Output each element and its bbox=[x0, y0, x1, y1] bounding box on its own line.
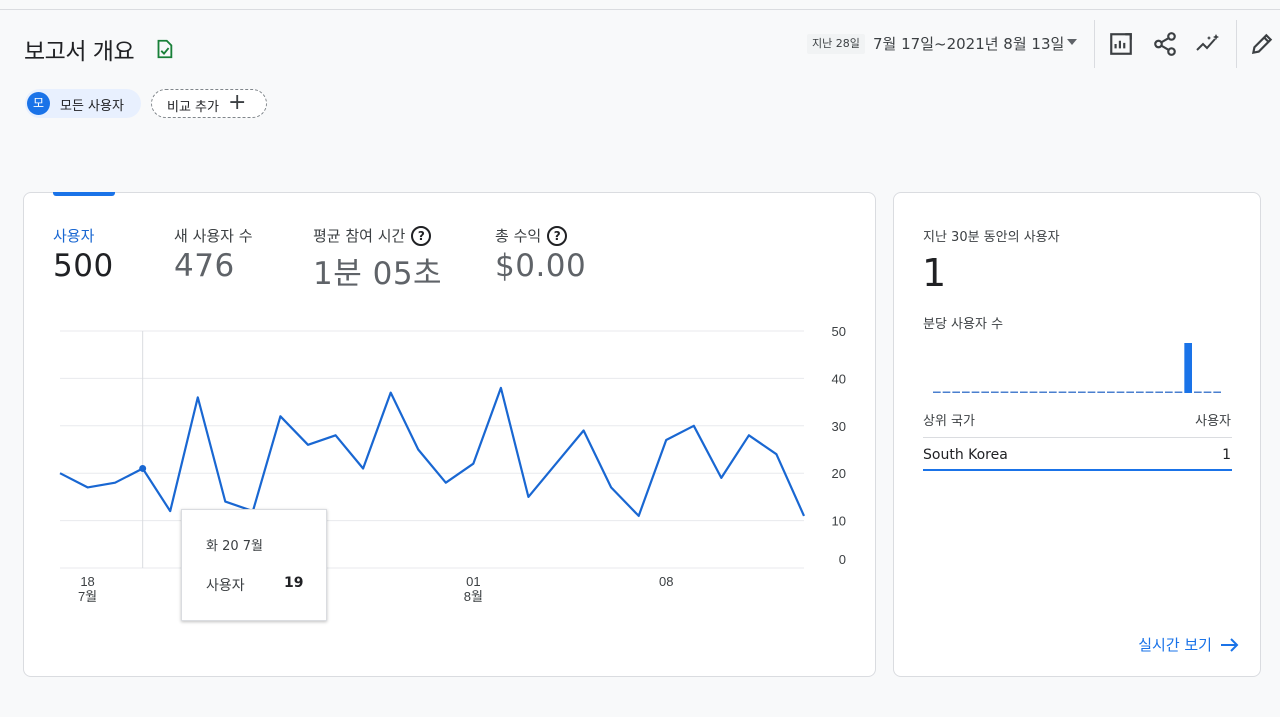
table-row-country: South Korea bbox=[923, 447, 1008, 463]
y-tick-label: 50 bbox=[832, 324, 846, 339]
per-minute-bar bbox=[1184, 343, 1192, 393]
per-minute-label: 분당 사용자 수 bbox=[923, 317, 1004, 332]
tooltip-date: 화 20 7월 bbox=[206, 539, 263, 554]
top-divider bbox=[0, 9, 1280, 10]
help-icon[interactable]: ? bbox=[547, 225, 568, 246]
add-comparison-button[interactable]: 비교 추가 + bbox=[151, 89, 267, 118]
y-tick-label: 20 bbox=[832, 466, 846, 481]
metric-tab-users[interactable]: 사용자 500 bbox=[53, 225, 114, 284]
x-tick-label: 01 bbox=[466, 574, 480, 589]
per-minute-bar bbox=[1107, 391, 1115, 393]
chevron-down-icon[interactable] bbox=[1067, 39, 1077, 45]
per-minute-bar bbox=[1165, 391, 1173, 393]
realtime-card: 지난 30분 동안의 사용자 1 분당 사용자 수 상위 국가 사용자 Sout… bbox=[893, 192, 1261, 677]
per-minute-bar bbox=[1068, 391, 1076, 393]
per-minute-bar bbox=[942, 391, 951, 393]
avatar: 모 bbox=[27, 92, 50, 115]
metric-label: 새 사용자 수 bbox=[174, 227, 253, 245]
x-tick-label: 18 bbox=[80, 574, 94, 589]
metric-value: 500 bbox=[53, 248, 114, 284]
all-users-chip[interactable]: 모 모든 사용자 bbox=[25, 89, 141, 118]
metric-tab-revenue[interactable]: 총 수익? $0.00 bbox=[495, 225, 586, 284]
active-metric-indicator bbox=[53, 192, 115, 196]
verified-report-icon[interactable] bbox=[153, 38, 175, 60]
metric-label: 총 수익? bbox=[495, 225, 586, 246]
metric-value: $0.00 bbox=[495, 248, 587, 284]
per-minute-bar bbox=[1116, 391, 1125, 393]
chart-tooltip: 화 20 7월 사용자 19 bbox=[181, 509, 327, 621]
per-minute-bar bbox=[1145, 391, 1154, 393]
y-tick-label: 10 bbox=[832, 514, 846, 529]
per-minute-bar bbox=[1039, 391, 1047, 393]
tooltip-label: 사용자 bbox=[206, 578, 245, 594]
customize-report-icon[interactable] bbox=[1108, 31, 1134, 57]
per-minute-bar bbox=[962, 391, 970, 393]
per-minute-bar bbox=[1010, 391, 1018, 393]
per-minute-bar bbox=[1097, 391, 1105, 393]
plus-icon: + bbox=[228, 90, 247, 115]
per-minute-bar bbox=[1058, 391, 1067, 393]
table-divider bbox=[923, 437, 1232, 438]
overview-card: 사용자 500 새 사용자 수 476 평균 참여 시간? 1분 05초 총 수… bbox=[23, 192, 876, 677]
metric-value: 1분 05초 bbox=[313, 256, 443, 292]
add-comparison-label: 비교 추가 bbox=[167, 100, 219, 115]
per-minute-bar bbox=[1213, 391, 1221, 393]
per-minute-bar bbox=[1155, 391, 1163, 393]
arrow-right-icon bbox=[1221, 637, 1239, 652]
metric-tab-new-users[interactable]: 새 사용자 수 476 bbox=[174, 225, 253, 284]
per-minute-bar bbox=[933, 391, 941, 393]
realtime-title: 지난 30분 동안의 사용자 bbox=[923, 230, 1060, 245]
table-row-users: 1 bbox=[1222, 447, 1231, 463]
table-header-users: 사용자 bbox=[1195, 414, 1231, 429]
per-minute-bar bbox=[1049, 391, 1057, 393]
per-minute-bar bbox=[1136, 391, 1144, 393]
divider bbox=[1236, 20, 1237, 68]
share-icon[interactable] bbox=[1152, 31, 1178, 57]
per-minute-bar bbox=[1203, 391, 1212, 393]
date-preset-chip: 지난 28일 bbox=[807, 34, 865, 54]
per-minute-bar bbox=[1194, 391, 1202, 393]
per-minute-bar bbox=[971, 391, 980, 393]
per-minute-bar bbox=[952, 391, 960, 393]
metric-value: 476 bbox=[174, 248, 235, 284]
per-minute-bar bbox=[1126, 391, 1134, 393]
per-minute-bar bbox=[991, 391, 999, 393]
per-minute-bar bbox=[1000, 391, 1009, 393]
divider bbox=[1094, 20, 1095, 68]
insights-icon[interactable] bbox=[1195, 31, 1221, 57]
per-minute-bar bbox=[981, 391, 989, 393]
table-row-bar bbox=[923, 469, 1232, 471]
x-tick-label: 08 bbox=[659, 574, 673, 589]
help-icon[interactable]: ? bbox=[411, 225, 432, 246]
per-minute-bar bbox=[1174, 391, 1183, 393]
tooltip-value: 19 bbox=[284, 575, 304, 591]
edit-icon[interactable] bbox=[1249, 31, 1275, 57]
per-minute-bar bbox=[1029, 391, 1038, 393]
metric-label: 평균 참여 시간? bbox=[313, 225, 442, 246]
metric-label: 사용자 bbox=[53, 227, 95, 245]
metric-tab-engagement-time[interactable]: 평균 참여 시간? 1분 05초 bbox=[313, 225, 442, 293]
view-realtime-label: 실시간 보기 bbox=[1138, 636, 1212, 654]
all-users-label: 모든 사용자 bbox=[60, 99, 124, 114]
table-header-country: 상위 국가 bbox=[923, 414, 975, 429]
x-tick-month-label: 8월 bbox=[464, 589, 483, 604]
view-realtime-link[interactable]: 실시간 보기 bbox=[1138, 634, 1240, 655]
series-line bbox=[59, 386, 806, 517]
y-tick-label: 0 bbox=[839, 552, 846, 567]
per-minute-bar bbox=[1087, 391, 1096, 393]
y-tick-label: 40 bbox=[832, 371, 846, 386]
highlight-point bbox=[139, 464, 147, 472]
per-minute-bar bbox=[1020, 391, 1028, 393]
per-minute-bar bbox=[1078, 391, 1086, 393]
realtime-user-count: 1 bbox=[922, 251, 947, 295]
page-title: 보고서 개요 bbox=[24, 39, 135, 65]
y-tick-label: 30 bbox=[832, 419, 846, 434]
x-tick-month-label: 7월 bbox=[78, 589, 97, 604]
per-minute-bar-chart[interactable] bbox=[932, 340, 1222, 395]
date-range-selector[interactable]: 7월 17일~2021년 8월 13일 bbox=[873, 35, 1065, 53]
